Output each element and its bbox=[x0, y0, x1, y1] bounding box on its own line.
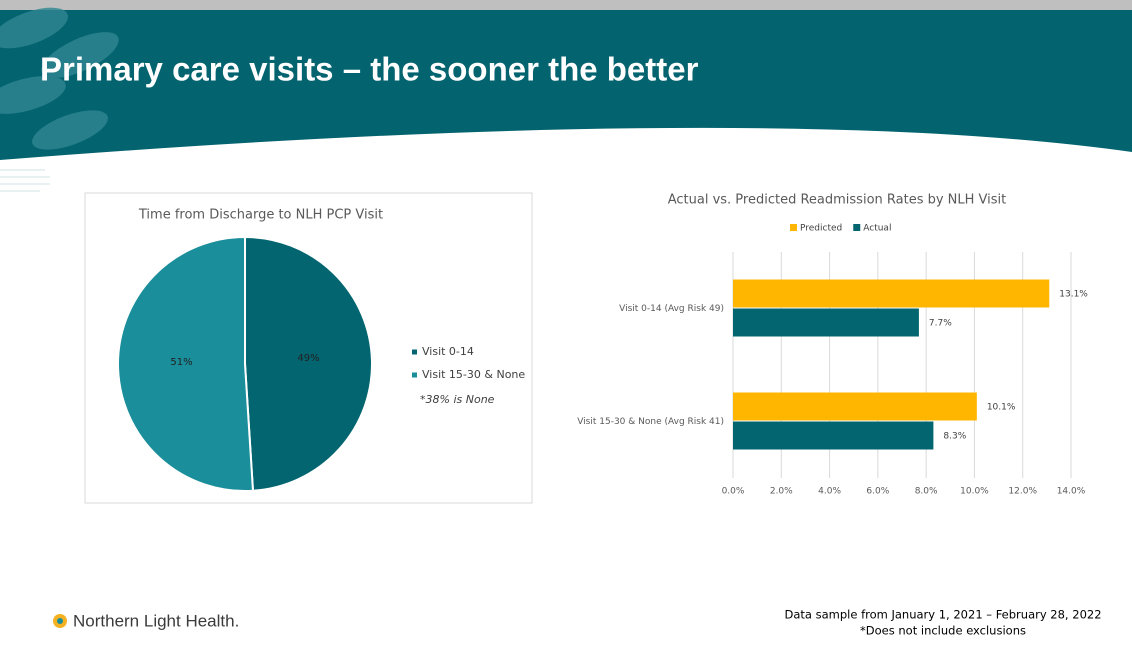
bar-value-label: 8.3% bbox=[943, 432, 966, 442]
legend-swatch bbox=[853, 224, 861, 231]
footer-note: Data sample from January 1, 2021 – Febru… bbox=[784, 608, 1101, 622]
legend-swatch bbox=[412, 349, 417, 355]
bar-value-label: 13.1% bbox=[1059, 290, 1088, 300]
bar bbox=[733, 308, 919, 337]
x-tick-label: 0.0% bbox=[722, 487, 745, 497]
slide-title: Primary care visits – the sooner the bet… bbox=[40, 51, 699, 88]
header-band bbox=[0, 10, 1132, 160]
legend-label: Visit 0-14 bbox=[422, 345, 474, 358]
leaf-decoration bbox=[0, 7, 119, 150]
bar bbox=[733, 392, 977, 421]
logo-text: Northern Light Health. bbox=[73, 611, 239, 630]
x-tick-label: 14.0% bbox=[1057, 487, 1086, 497]
x-tick-label: 2.0% bbox=[770, 487, 793, 497]
category-label: Visit 0-14 (Avg Risk 49) bbox=[619, 304, 724, 314]
pie-annotation: *38% is None bbox=[420, 393, 495, 406]
slice-label: 49% bbox=[297, 353, 319, 364]
pie-slice bbox=[244, 235, 373, 492]
logo: Northern Light Health. bbox=[53, 611, 239, 630]
legend-label: Actual bbox=[863, 224, 891, 234]
legend-swatch bbox=[412, 372, 417, 378]
bar bbox=[733, 421, 934, 450]
x-tick-label: 12.0% bbox=[1008, 487, 1037, 497]
bar-title: Actual vs. Predicted Readmission Rates b… bbox=[668, 193, 1007, 208]
logo-mark bbox=[57, 618, 63, 624]
bar-value-label: 10.1% bbox=[987, 403, 1016, 413]
hatch-decoration bbox=[0, 169, 50, 192]
x-tick-label: 10.0% bbox=[960, 487, 989, 497]
top-strip bbox=[0, 0, 1132, 10]
pie-slice bbox=[117, 235, 255, 492]
footer-note: *Does not include exclusions bbox=[860, 624, 1026, 638]
category-label: Visit 15-30 & None (Avg Risk 41) bbox=[577, 417, 724, 427]
legend-swatch bbox=[790, 224, 797, 231]
legend-label: Visit 15-30 & None bbox=[422, 368, 525, 381]
x-tick-label: 8.0% bbox=[915, 487, 938, 497]
bar bbox=[733, 279, 1050, 308]
pie-frame bbox=[84, 192, 533, 504]
x-tick-label: 6.0% bbox=[866, 487, 889, 497]
x-tick-label: 4.0% bbox=[818, 487, 841, 497]
pie-title: Time from Discharge to NLH PCP Visit bbox=[138, 208, 383, 223]
bar-value-label: 7.7% bbox=[929, 319, 952, 329]
legend-label: Predicted bbox=[800, 224, 842, 234]
slice-label: 51% bbox=[170, 357, 192, 368]
